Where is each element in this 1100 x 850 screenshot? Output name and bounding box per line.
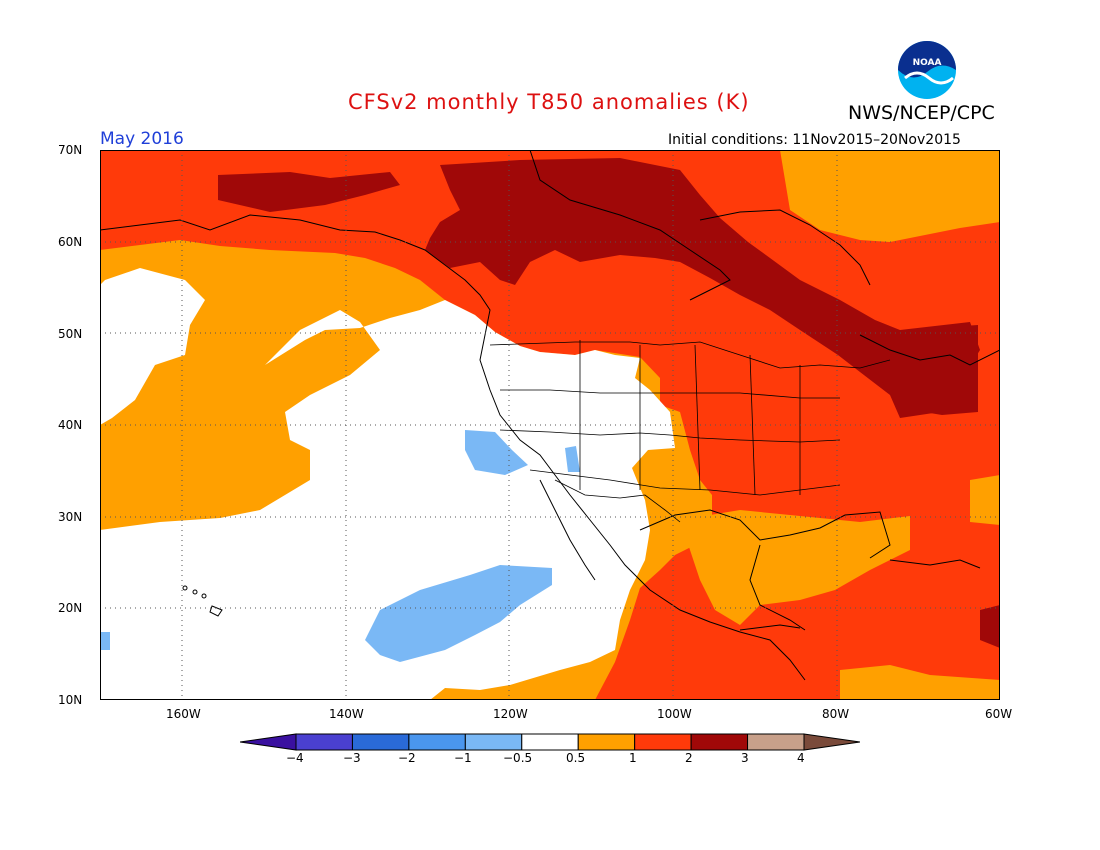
colorbar-swatch [577,733,636,751]
colorbar-label: 0.5 [566,751,586,765]
agency-label: NWS/NCEP/CPC [848,102,995,124]
colorbar-label: 2 [685,751,693,765]
anomaly-field-2-3 [218,158,1000,648]
lon-label-100w: 100W [657,707,692,721]
map-title: CFSv2 monthly T850 anomalies (K) [348,90,750,114]
lon-label-80w: 80W [822,707,850,721]
colorbar [240,733,860,751]
colorbar-label: −2 [398,751,416,765]
forecast-month: May 2016 [100,129,184,149]
colorbar-label: 3 [741,751,749,765]
colorbar-swatch [408,733,466,751]
coastlines [100,150,1000,681]
lon-label-160w: 160W [166,707,201,721]
anomaly-field-neutral [100,268,675,700]
lon-label-60w: 60W [985,707,1013,721]
colorbar-swatch [634,733,692,751]
lat-label-40n: 40N [58,418,83,432]
logo-text: NOAA [913,58,942,68]
lat-label-20n: 20N [58,601,83,615]
gridlines [100,150,1000,700]
colorbar-label: 1 [629,751,637,765]
lon-label-140w: 140W [329,707,364,721]
colorbar-swatch [464,733,523,751]
colorbar-swatch [690,733,749,751]
initial-conditions: Initial conditions: 11Nov2015–20Nov2015 [668,132,961,148]
colorbar-swatch [295,733,353,751]
anomaly-field-neg-0.5-1 [100,430,580,662]
lon-label-120w: 120W [493,707,528,721]
lat-label-30n: 30N [58,510,83,524]
map-frame [100,150,1000,700]
colorbar-swatch [747,733,805,751]
anomaly-map [100,150,1000,700]
hawaii-islands [182,585,223,617]
lat-label-70n: 70N [58,143,83,157]
lat-label-60n: 60N [58,235,83,249]
colorbar-label: −3 [343,751,361,765]
colorbar-label: −1 [454,751,472,765]
colorbar-arrow-low [240,733,297,751]
colorbar-label: −0.5 [503,751,533,765]
colorbar-swatch [351,733,410,751]
colorbar-label: 4 [797,751,805,765]
political-boundaries [489,340,891,523]
noaa-logo: NOAA [896,39,958,101]
lat-label-10n: 10N [58,693,83,707]
lat-label-50n: 50N [58,327,83,341]
colorbar-arrow-high [803,733,860,751]
colorbar-label: −4 [286,751,304,765]
colorbar-swatch [521,733,579,751]
